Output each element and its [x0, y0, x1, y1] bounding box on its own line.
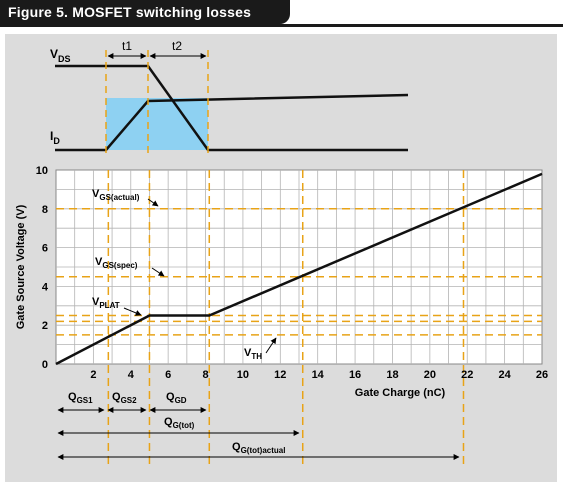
gate-charge-curve-0 [55, 172, 543, 366]
qgtot-label: QG(tot) [164, 416, 195, 430]
vds-label: VDS [50, 47, 71, 64]
t1-label: t1 [122, 39, 132, 53]
vth-label: VTH [244, 347, 262, 361]
y-axis-label: Gate Source Voltage (V) [15, 204, 27, 329]
x-tick-label: 26 [536, 369, 548, 381]
chart-series [55, 172, 543, 366]
y-tick-label: 10 [36, 165, 48, 177]
x-tick-label: 2 [90, 369, 96, 381]
x-tick-label: 6 [165, 369, 171, 381]
x-tick-label: 20 [424, 369, 436, 381]
x-tick-label: 22 [461, 369, 473, 381]
vplat-label: VPLAT [92, 296, 120, 310]
vth-pointer [265, 337, 277, 354]
voltage-annotations: VGS(actual) VGS(spec) VPLAT VTH [92, 188, 277, 361]
qgtot-actual-label: QG(tot)actual [232, 441, 285, 455]
x-tick-label: 18 [386, 369, 398, 381]
y-tick-label: 8 [42, 204, 48, 216]
qgs1-label: QGS1 [68, 391, 93, 405]
vgs-spec-label: VGS(spec) [95, 256, 138, 270]
x-tick-label: 12 [274, 369, 286, 381]
vgs-actual-pointer [147, 198, 159, 207]
switching-waveforms: t1 t2 VDS ID [50, 39, 409, 158]
x-tick-label: 16 [349, 369, 361, 381]
y-tick-label: 4 [42, 281, 49, 293]
x-tick-label: 4 [128, 369, 135, 381]
x-tick-label: 8 [202, 369, 208, 381]
id-waveform [55, 93, 409, 152]
vplat-pointer [123, 307, 142, 316]
reference-vlines [107, 170, 465, 466]
chart-grid [56, 170, 542, 364]
switching-loss-area [106, 98, 208, 150]
x-tick-label: 14 [312, 369, 325, 381]
charge-annotations: QGS1 QGS2 QGD QG(tot) QG(tot)actual [57, 391, 460, 460]
vgs-spec-pointer [151, 267, 165, 277]
t2-label: t2 [172, 39, 182, 53]
vgs-actual-label: VGS(actual) [92, 188, 140, 202]
figure-title: Figure 5. MOSFET switching losses [8, 4, 252, 20]
vds-waveform [55, 64, 408, 152]
title-rule [0, 24, 563, 27]
y-tick-label: 6 [42, 243, 48, 255]
title-banner: Figure 5. MOSFET switching losses [0, 0, 290, 24]
y-tick-label: 0 [42, 359, 48, 371]
x-tick-label: 24 [498, 369, 511, 381]
y-tick-label: 2 [42, 320, 48, 332]
qgs2-label: QGS2 [112, 391, 137, 405]
qgd-label: QGD [166, 391, 187, 405]
x-tick-label: 10 [237, 369, 249, 381]
x-axis-label: Gate Charge (nC) [355, 387, 446, 399]
id-label: ID [50, 129, 60, 146]
